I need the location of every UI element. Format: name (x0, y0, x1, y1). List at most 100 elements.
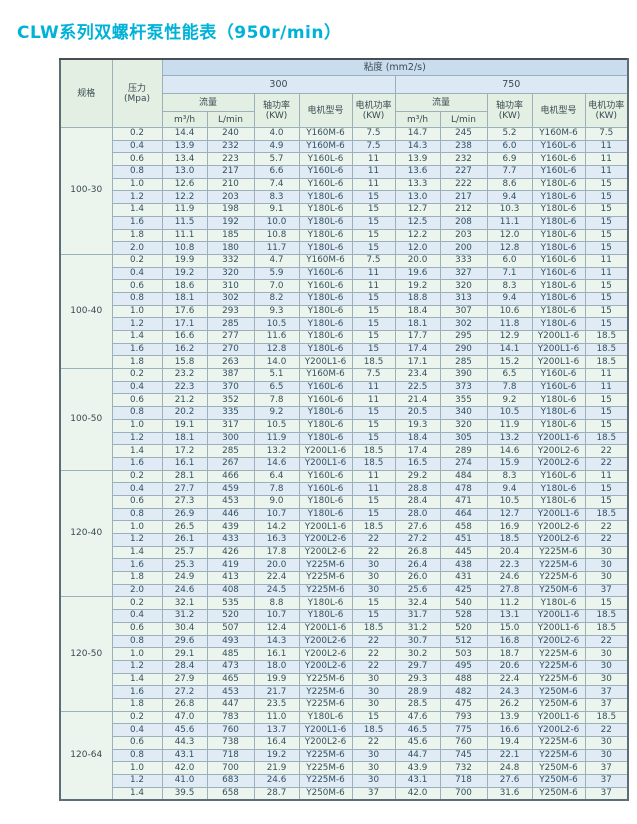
motor-model-300-cell: Y160L-6 (298, 165, 353, 179)
flow-lmin-300-cell: 493 (206, 634, 255, 649)
motor-model-750-cell: Y225M-6 (531, 545, 586, 560)
motor-model-300-cell: Y200L1-6 (298, 621, 353, 636)
shaft-kw-300-cell: 12.8 (253, 342, 300, 357)
flow-m3h-300-cell: 41.0 (161, 774, 208, 788)
shaft-kw-750-cell: 16.6 (486, 723, 533, 737)
flow-m3h-750-cell: 17.4 (394, 342, 441, 357)
motor-kw-750-cell: 18.5 (584, 431, 629, 446)
flow-lmin-300-cell: 320 (206, 266, 255, 281)
flow-m3h-300-cell: 25.7 (161, 545, 208, 560)
pressure-cell: 0.4 (111, 609, 163, 623)
flow-lmin-300-cell: 310 (206, 279, 255, 293)
shaft-kw-300-cell: 5.9 (253, 266, 300, 281)
header-motor-power-750: 电机功率 (KW) (584, 93, 629, 128)
motor-kw-300-cell: 7.5 (351, 139, 396, 154)
flow-lmin-300-cell: 267 (206, 456, 255, 471)
motor-kw-300-cell: 11 (351, 279, 396, 293)
flow-lmin-300-cell: 433 (206, 533, 255, 547)
motor-model-750-cell: Y225M-6 (531, 659, 586, 674)
flow-lmin-300-cell: 300 (206, 431, 255, 446)
shaft-kw-300-cell: 11.9 (253, 431, 300, 446)
page-title: CLW系列双螺杆泵性能表（950r/min） (17, 23, 342, 44)
shaft-kw-300-cell: 5.1 (253, 368, 300, 382)
flow-m3h-300-cell: 42.0 (161, 761, 208, 776)
motor-model-750-cell: Y200L1-6 (531, 507, 586, 522)
motor-kw-300-cell: 15 (351, 228, 396, 243)
header-text: 电机功率 (588, 100, 625, 111)
flow-m3h-750-cell: 17.4 (394, 444, 441, 458)
pressure-cell: 0.4 (111, 139, 163, 154)
motor-kw-750-cell: 7.5 (584, 127, 629, 141)
motor-model-750-cell: Y180L-6 (531, 203, 586, 217)
pressure-cell: 0.6 (111, 621, 163, 636)
motor-kw-750-cell: 15 (584, 228, 629, 243)
motor-kw-750-cell: 15 (584, 279, 629, 293)
shaft-kw-750-cell: 6.0 (486, 139, 533, 154)
motor-kw-300-cell: 30 (351, 583, 396, 598)
flow-lmin-300-cell: 520 (206, 609, 255, 623)
flow-m3h-750-cell: 20.0 (394, 253, 441, 268)
flow-lmin-750-cell: 520 (439, 621, 488, 636)
shaft-kw-300-cell: 21.9 (253, 761, 300, 776)
flow-lmin-750-cell: 745 (439, 748, 488, 763)
shaft-kw-300-cell: 19.9 (253, 672, 300, 687)
pressure-cell: 1.2 (111, 317, 163, 331)
motor-model-750-cell: Y180L-6 (531, 418, 586, 433)
motor-model-750-cell: Y200L2-6 (531, 533, 586, 547)
motor-kw-300-cell: 30 (351, 761, 396, 776)
motor-model-300-cell: Y225M-6 (298, 583, 353, 598)
shaft-kw-750-cell: 12.8 (486, 241, 533, 255)
shaft-kw-300-cell: 8.3 (253, 190, 300, 205)
motor-model-300-cell: Y200L2-6 (298, 533, 353, 547)
shaft-kw-300-cell: 7.4 (253, 177, 300, 192)
flow-lmin-300-cell: 419 (206, 558, 255, 573)
pressure-cell: 1.2 (111, 533, 163, 547)
pressure-cell: 0.4 (111, 380, 163, 395)
flow-m3h-750-cell: 28.9 (394, 685, 441, 699)
motor-model-300-cell: Y225M-6 (298, 697, 353, 712)
pressure-cell: 0.6 (111, 152, 163, 167)
shaft-kw-300-cell: 14.2 (253, 520, 300, 534)
motor-kw-300-cell: 18.5 (351, 444, 396, 458)
flow-m3h-750-cell: 26.8 (394, 545, 441, 560)
motor-model-300-cell: Y180L-6 (298, 418, 353, 433)
motor-kw-300-cell: 11 (351, 380, 396, 395)
table-row: 2.0 10.8 180 11.7 Y180L-6 15 12.0 200 12.8 Y180L-… (60, 241, 629, 255)
shaft-kw-300-cell: 11.0 (253, 710, 300, 725)
motor-kw-750-cell: 18.5 (584, 355, 629, 370)
motor-kw-750-cell: 15 (584, 291, 629, 306)
table-row: 0.8 43.1 718 19.2 Y225M-6 30 44.7 745 22.1 Y225M-… (60, 748, 629, 763)
flow-m3h-750-cell: 17.1 (394, 355, 441, 370)
flow-lmin-750-cell: 208 (439, 215, 488, 230)
pressure-cell: 0.4 (111, 723, 163, 737)
flow-lmin-750-cell: 290 (439, 342, 488, 357)
flow-lmin-300-cell: 277 (206, 330, 255, 344)
table-header: 规格 压力 (Mpa) 粘度 (mm2/s) 300 750 流量 轴功率 (K… (59, 58, 629, 128)
flow-m3h-300-cell: 11.1 (161, 228, 208, 243)
flow-m3h-300-cell: 12.6 (161, 177, 208, 192)
flow-lmin-300-cell: 453 (206, 494, 255, 509)
pressure-cell: 1.8 (111, 697, 163, 712)
flow-m3h-300-cell: 26.8 (161, 697, 208, 712)
motor-kw-300-cell: 22 (351, 736, 396, 750)
flow-lmin-750-cell: 431 (439, 571, 488, 585)
motor-model-300-cell: Y200L1-6 (298, 355, 353, 370)
flow-lmin-750-cell: 232 (439, 152, 488, 167)
motor-kw-750-cell: 11 (584, 469, 629, 484)
flow-lmin-750-cell: 503 (439, 647, 488, 661)
motor-kw-300-cell: 30 (351, 748, 396, 763)
shaft-kw-750-cell: 19.4 (486, 736, 533, 750)
shaft-kw-750-cell: 22.3 (486, 558, 533, 573)
pressure-cell: 1.6 (111, 342, 163, 357)
flow-m3h-750-cell: 17.7 (394, 330, 441, 344)
shaft-kw-750-cell: 14.6 (486, 444, 533, 458)
flow-m3h-300-cell: 26.5 (161, 520, 208, 534)
flow-lmin-300-cell: 192 (206, 215, 255, 230)
header-lmin-750: L/min (439, 111, 488, 128)
motor-kw-750-cell: 22 (584, 533, 629, 547)
flow-m3h-750-cell: 29.3 (394, 672, 441, 687)
pressure-cell: 1.4 (111, 203, 163, 217)
table-row: 0.8 13.0 217 6.6 Y160L-6 11 13.6 227 7.7 Y160L-6 1… (60, 165, 629, 179)
table-row: 120-50 0.2 32.1 535 8.8 Y180L-6 15 32.4 540 11.2 Y… (59, 596, 629, 712)
motor-model-750-cell: Y160L-6 (531, 380, 586, 395)
